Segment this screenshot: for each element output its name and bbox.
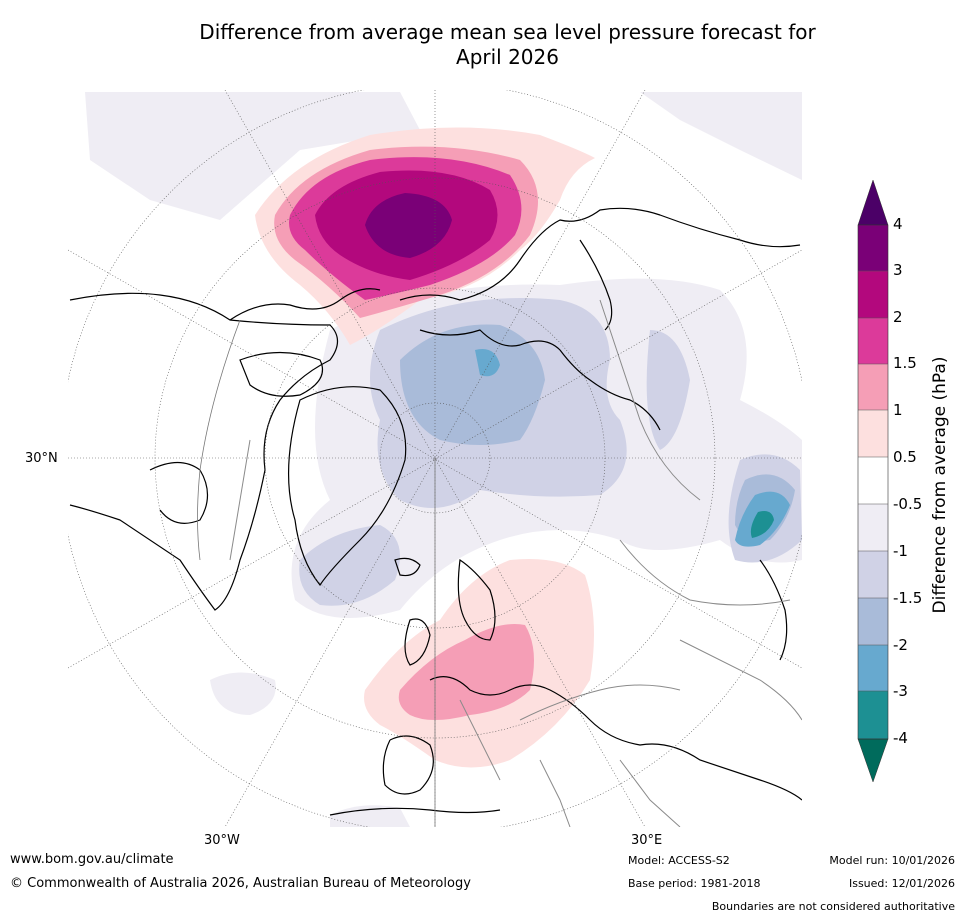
colorbar-under-triangle bbox=[857, 738, 889, 783]
coastline-kamchatka bbox=[579, 239, 613, 331]
country-borders bbox=[229, 299, 802, 827]
coastline-siberia-north bbox=[419, 329, 661, 431]
lat-label-30n: 30°N bbox=[25, 451, 58, 466]
lon-label-30e: 30°E bbox=[631, 833, 663, 848]
coastline-africa-north bbox=[329, 807, 501, 816]
neg-anomaly-0p5-region-atlantic bbox=[210, 672, 276, 715]
neg-anomaly-3-region-east bbox=[750, 511, 774, 538]
model-run-text: Model run: 10/01/2026 bbox=[829, 854, 955, 867]
title-line-1: Difference from average mean sea level p… bbox=[199, 20, 816, 44]
colorbar-tick: 2 bbox=[893, 308, 903, 326]
coastlines bbox=[69, 207, 802, 816]
map-area bbox=[68, 90, 802, 827]
colorbar-swatch-m1-m0p5 bbox=[858, 504, 888, 551]
coastline-hudson-bay bbox=[149, 461, 209, 524]
colorbar-tick: 3 bbox=[893, 261, 903, 279]
coastline-alaska bbox=[229, 288, 381, 321]
colorbar-tick: -4 bbox=[893, 729, 908, 747]
coastline-greenland bbox=[287, 386, 407, 587]
colorbar-label: Difference from average (hPa) bbox=[930, 356, 950, 614]
colorbar-tick: 4 bbox=[893, 215, 903, 233]
neg-anomaly-2-region-central bbox=[475, 349, 500, 377]
neg-anomaly-0p5-region-south bbox=[330, 805, 410, 827]
colorbar-tick: 0.5 bbox=[893, 448, 917, 466]
neg-anomaly-1p5-region-central bbox=[400, 324, 545, 445]
title-line-2: April 2026 bbox=[456, 45, 559, 69]
model-text: Model: ACCESS-S2 bbox=[628, 854, 730, 867]
colorbar-tick: -3 bbox=[893, 682, 908, 700]
colorbar bbox=[857, 179, 889, 783]
disclaimer-text: Boundaries are not considered authoritat… bbox=[711, 900, 955, 913]
coastline-siberia-east bbox=[399, 207, 801, 301]
colorbar-swatch-neutral bbox=[858, 457, 888, 504]
colorbar-swatch-m4-m3 bbox=[858, 691, 888, 739]
map-solid-lines bbox=[197, 319, 436, 827]
colorbar-swatch-m1p5-m1 bbox=[858, 551, 888, 598]
colorbar-swatch-3-4 bbox=[858, 225, 888, 271]
colorbar-swatch-2-3 bbox=[858, 271, 888, 318]
colorbar-over-triangle bbox=[857, 179, 889, 226]
neg-anomaly-1-region-labrador bbox=[299, 525, 400, 606]
website-link[interactable]: www.bom.gov.au/climate bbox=[10, 852, 174, 867]
coastline-japan-east bbox=[759, 559, 788, 661]
colorbar-swatch-1p5-2 bbox=[858, 318, 888, 364]
coastline-iberia-med bbox=[382, 735, 434, 795]
map-title: Difference from average mean sea level p… bbox=[150, 20, 865, 70]
colorbar-tick: -1.5 bbox=[893, 589, 923, 607]
copyright-text: © Commonwealth of Australia 2026, Austra… bbox=[10, 876, 471, 891]
colorbar-swatch-1-1p5 bbox=[858, 364, 888, 410]
neg-anomaly-0p5-region-top bbox=[640, 92, 802, 180]
colorbar-tick: 1 bbox=[893, 401, 903, 419]
base-period-text: Base period: 1981-2018 bbox=[628, 877, 761, 890]
colorbar-tick: -0.5 bbox=[893, 495, 923, 513]
colorbar-swatch-m3-m2 bbox=[858, 645, 888, 691]
pos-anomaly-3-region-pacific bbox=[365, 193, 452, 258]
colorbar-swatch-0p5-1 bbox=[858, 410, 888, 457]
neg-anomaly-1-region-siberia bbox=[646, 330, 690, 450]
coastline-arctic-islands bbox=[239, 351, 324, 397]
coastline-iceland bbox=[394, 557, 421, 577]
neg-anomaly-0p5-region-north bbox=[85, 92, 420, 220]
coastline-north-america bbox=[69, 292, 339, 611]
issued-text: Issued: 12/01/2026 bbox=[848, 877, 955, 890]
colorbar-tick: 1.5 bbox=[893, 354, 917, 372]
coastline-scandinavia bbox=[457, 558, 496, 641]
coastline-europe-mainland bbox=[429, 676, 802, 801]
colorbar-swatch-m2-m1p5 bbox=[858, 598, 888, 645]
pos-anomaly-1-region-europe bbox=[398, 624, 534, 720]
coastline-britain bbox=[404, 618, 431, 666]
lon-label-30w: 30°W bbox=[204, 833, 240, 848]
colorbar-tick: -2 bbox=[893, 636, 908, 654]
anomaly-shading bbox=[85, 92, 802, 827]
colorbar-tick: -1 bbox=[893, 542, 908, 560]
